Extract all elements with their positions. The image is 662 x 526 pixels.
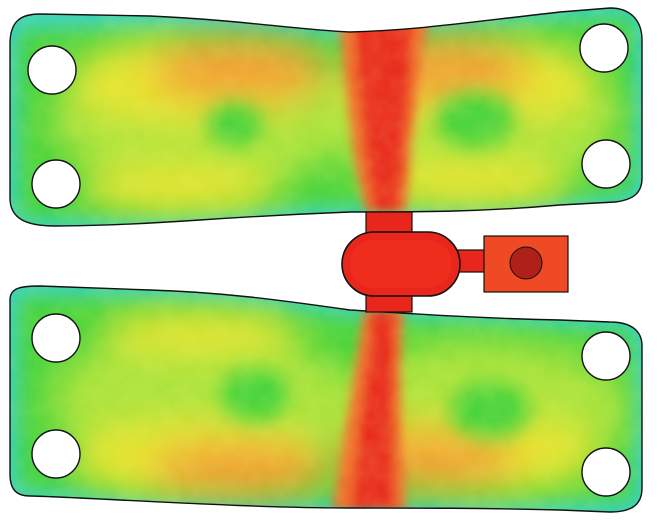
- upper-hole-bottom-right: [581, 139, 631, 189]
- lower-hole-bottom-right: [581, 447, 631, 497]
- central-feed: [341, 211, 569, 313]
- upper-plate: [9, 7, 643, 227]
- tab-marker: [509, 246, 543, 280]
- lower-hole-top-right: [581, 331, 631, 381]
- upper-neck: [365, 211, 413, 235]
- lower-hole-top-left: [31, 313, 81, 363]
- upper-hole-top-right: [579, 23, 629, 73]
- upper-hole-bottom-left: [31, 159, 81, 209]
- lower-hole-bottom-left: [31, 429, 81, 479]
- upper-hole-top-left: [27, 45, 77, 95]
- lower-plate: [9, 285, 643, 513]
